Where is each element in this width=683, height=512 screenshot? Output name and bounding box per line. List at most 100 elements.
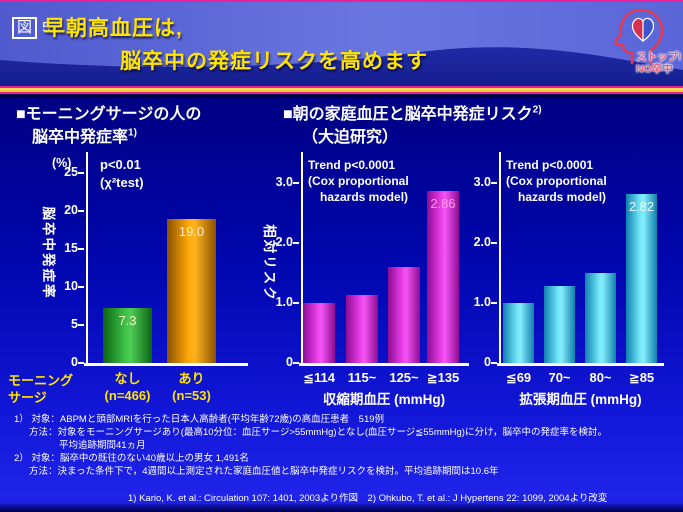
y-axis-tick-label: 20	[64, 203, 78, 217]
right-section-heading: ■朝の家庭血圧と脳卒中発症リスク2)	[283, 100, 542, 124]
y-axis-line	[301, 152, 303, 366]
category-label: (n=53)	[172, 388, 211, 403]
y-axis-tick-label: 2.0	[275, 235, 293, 249]
right-heading-superscript: 2)	[532, 104, 542, 116]
x-axis-line	[497, 363, 664, 366]
bar-1	[303, 303, 335, 363]
category-label: ≧85	[628, 370, 655, 385]
y-axis-tick-label: 0	[286, 355, 293, 369]
y-axis-tick-label: 10	[64, 279, 78, 293]
header-divider-band	[0, 86, 683, 98]
category-label: なし	[114, 371, 141, 386]
stat-annotation-line: Trend p<0.0001	[506, 158, 594, 172]
figure-number: 5	[42, 19, 51, 36]
left-section-heading-line2: 脳卒中発症率1)	[32, 123, 137, 147]
footnote-line: 方法：対象をモーニングサージあり(最高10分位：血圧サージ>55mmHg)となし…	[29, 427, 607, 438]
stat-annotation-line: hazards model)	[320, 190, 409, 204]
category-label: あり	[178, 371, 205, 386]
stat-annotation-line: hazards model)	[518, 190, 607, 204]
divider-magenta-line	[0, 86, 683, 88]
category-label: ≦114	[303, 370, 335, 385]
top-accent-line	[0, 0, 683, 2]
y-axis-line	[499, 152, 501, 366]
y-axis-tick	[293, 302, 299, 304]
bar-3	[388, 267, 420, 363]
y-axis-tick-label: 0	[71, 355, 78, 369]
bar-2	[346, 295, 378, 363]
right-chart-x-axis-title: 拡張期血圧 (mmHg)	[519, 392, 642, 407]
bar-1	[103, 307, 152, 363]
y-axis-tick	[293, 182, 299, 184]
divider-yellow-line	[0, 88, 683, 92]
y-axis-line	[86, 152, 88, 366]
category-label: ≧135	[426, 370, 460, 385]
logo-text-line1: ストップ!	[636, 51, 682, 63]
bar-1	[503, 303, 534, 363]
right-heading-text: ■朝の家庭血圧と脳卒中発症リスク	[283, 106, 533, 123]
slide-title-line2: 脳卒中の発症リスクを高めます	[120, 50, 428, 73]
left-heading-superscript: 1)	[128, 127, 137, 139]
stat-annotation-line: (Cox proportional	[506, 174, 607, 188]
category-label: 70~	[548, 370, 571, 385]
morning-surge-axis-note-line1: モーニング	[8, 373, 74, 388]
logo-text-line2: NO卒中	[636, 62, 673, 75]
header-wave-background	[0, 0, 683, 86]
x-axis-line	[299, 363, 469, 366]
y-axis-tick	[293, 242, 299, 244]
footnote-line: 1） 対象：ABPMと頭部MRIを行った日本人高齢者(平均年齢72歳)の高血圧患…	[14, 414, 385, 425]
x-axis-line	[84, 363, 248, 366]
y-axis-tick	[78, 248, 84, 250]
divider-navy-line	[0, 94, 683, 98]
y-axis-tick-label: 1.0	[473, 295, 491, 309]
y-axis-tick-label: 25	[64, 165, 78, 179]
y-axis-tick-label: 5	[71, 317, 78, 331]
left-heading-text: 脳卒中発症率	[32, 129, 129, 146]
bar-value-label: 2.86	[430, 196, 456, 212]
bar-value-label: 7.3	[118, 312, 137, 328]
bar-3	[585, 273, 616, 363]
slide-title-line1: 早朝高血圧は,	[44, 17, 183, 40]
middle-chart-x-axis-title: 収縮期血圧 (mmHg)	[322, 392, 446, 407]
category-label: 80~	[589, 370, 612, 385]
footnote-line: 2） 対象：脳卒中の既往のない40歳以上の男女 1,491名	[14, 453, 249, 464]
y-axis-tick-label: 15	[64, 241, 78, 255]
y-axis-tick	[491, 362, 497, 364]
y-axis-tick	[293, 362, 299, 364]
y-axis-tick-label: 3.0	[275, 175, 293, 189]
y-axis-tick	[78, 210, 84, 212]
footnote-line: 平均追跡期間41ヵ月	[59, 440, 146, 451]
stat-annotation-line: (χ²test)	[100, 175, 144, 190]
y-axis-tick	[78, 172, 84, 174]
y-axis-tick	[491, 242, 497, 244]
y-axis-tick-label: 1.0	[275, 295, 293, 309]
bar-2	[167, 218, 216, 363]
bar-2	[544, 286, 575, 363]
bar-4	[427, 191, 459, 363]
category-label: 115~	[347, 370, 377, 385]
stat-annotation-line: p<0.01	[100, 157, 141, 172]
divider-magenta-line	[0, 92, 683, 94]
y-axis-tick	[78, 362, 84, 364]
figure-label-box: 図	[12, 17, 38, 39]
y-axis-tick	[78, 286, 84, 288]
y-axis-tick-label: 0	[484, 355, 491, 369]
stat-annotation-line: (Cox proportional	[308, 174, 409, 188]
left-chart-y-unit-label: (%)	[52, 156, 72, 170]
y-axis-tick-label: 3.0	[473, 175, 491, 189]
y-axis-tick	[491, 182, 497, 184]
y-axis-tick	[491, 302, 497, 304]
category-label: 125~	[389, 370, 419, 385]
stop-no-stroke-logo-text: ストップ! NO卒中	[636, 51, 682, 75]
footnote-line: 方法：決まった条件下で，4週間以上測定された家庭血圧値と脳卒中発症リスクを検討。…	[29, 466, 499, 477]
bar-value-label: 2.82	[628, 198, 655, 214]
y-axis-tick-label: 2.0	[473, 235, 491, 249]
stop-no-stroke-logo-icon	[614, 8, 664, 65]
right-section-subheading: （大迫研究）	[302, 129, 399, 146]
citation-line: 1) Kario, K. et al.: Circulation 107: 14…	[128, 493, 608, 504]
